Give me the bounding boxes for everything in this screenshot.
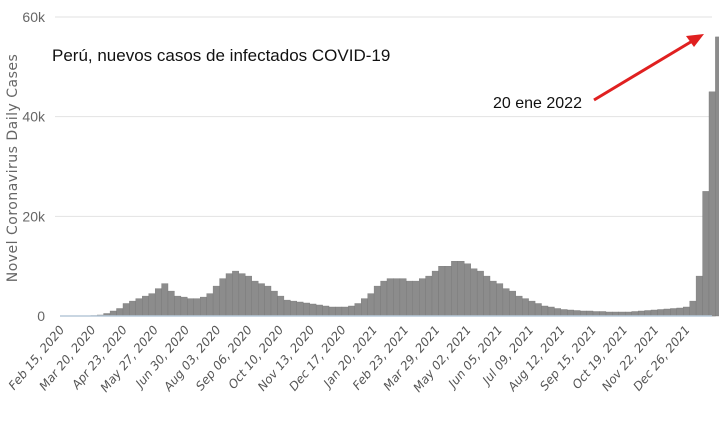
bar	[335, 306, 343, 317]
bar	[457, 261, 465, 317]
bar	[657, 309, 665, 317]
bar	[554, 308, 562, 317]
bar	[644, 310, 652, 317]
bar	[451, 261, 458, 317]
bar	[238, 273, 246, 317]
bar	[689, 300, 697, 317]
bar	[399, 278, 407, 317]
bar	[129, 300, 136, 317]
bar	[258, 283, 265, 317]
bar	[187, 298, 194, 317]
bar	[212, 285, 220, 317]
bar	[425, 275, 433, 317]
bar	[670, 308, 678, 317]
bar	[328, 306, 336, 317]
annotation-arrow	[593, 34, 704, 102]
x-tick-label: Dec 26, 2021	[630, 323, 692, 394]
bar	[386, 278, 394, 317]
bar	[199, 296, 207, 317]
bar	[547, 306, 555, 317]
bar	[180, 296, 188, 317]
bar	[567, 309, 574, 317]
bar	[309, 303, 317, 317]
bar	[515, 295, 523, 317]
y-tick-label: 60k	[22, 9, 46, 25]
bar	[322, 305, 330, 317]
bar	[225, 273, 233, 317]
bar	[251, 280, 259, 317]
bar	[573, 310, 581, 317]
bar	[464, 263, 471, 317]
bar	[341, 306, 349, 317]
bar	[496, 283, 504, 317]
bar	[148, 293, 156, 317]
bar	[683, 306, 690, 317]
bar	[502, 288, 510, 317]
bar	[142, 295, 149, 317]
y-axis-label: Novel Coronavirus Daily Cases	[5, 54, 21, 283]
bar	[232, 270, 239, 317]
bar	[380, 280, 388, 317]
bar	[135, 298, 143, 317]
bar	[354, 303, 362, 317]
bar	[431, 270, 439, 317]
bar	[367, 293, 375, 317]
bar	[419, 278, 426, 317]
chart-title: Perú, nuevos casos de infectados COVID-1…	[52, 46, 390, 65]
bar	[296, 301, 304, 317]
bar	[154, 288, 162, 317]
bar	[303, 302, 310, 317]
bar	[290, 300, 297, 317]
bar	[522, 298, 529, 317]
y-tick-label: 40k	[22, 109, 46, 125]
bar	[541, 305, 549, 317]
bar	[270, 290, 278, 317]
bar	[348, 305, 355, 317]
bar	[373, 285, 381, 317]
bar	[167, 290, 175, 317]
bars	[90, 36, 719, 317]
y-tick-label: 0	[37, 308, 45, 324]
bar	[316, 304, 323, 317]
bar	[528, 300, 536, 317]
bar	[122, 303, 130, 317]
bar	[193, 298, 201, 317]
bar	[560, 309, 568, 317]
bar	[489, 280, 497, 317]
bar	[264, 285, 272, 317]
bar	[245, 275, 252, 317]
bar	[483, 275, 491, 317]
bar	[206, 293, 214, 317]
bar	[277, 295, 285, 317]
bar	[509, 290, 516, 317]
bar	[219, 278, 227, 317]
bar	[470, 268, 478, 317]
bar	[444, 266, 452, 317]
gridlines	[55, 16, 712, 217]
bar	[361, 298, 368, 317]
bar	[174, 295, 182, 317]
bar	[702, 191, 710, 317]
bar	[676, 307, 684, 317]
bar	[161, 283, 169, 317]
bar	[650, 309, 658, 317]
bar	[116, 308, 124, 317]
bar	[708, 91, 716, 317]
bar	[412, 280, 420, 317]
bar	[406, 280, 413, 317]
bar	[283, 299, 291, 317]
y-tick-label: 20k	[22, 208, 46, 224]
annotation-label: 20 ene 2022	[493, 95, 582, 112]
bar	[715, 36, 719, 317]
bar	[393, 278, 400, 317]
bar	[438, 266, 446, 317]
bar	[477, 270, 484, 317]
bar	[534, 303, 542, 317]
bar	[695, 275, 703, 317]
bar	[663, 308, 671, 317]
y-axis-ticks: 0 20k 40k 60k	[22, 9, 46, 324]
